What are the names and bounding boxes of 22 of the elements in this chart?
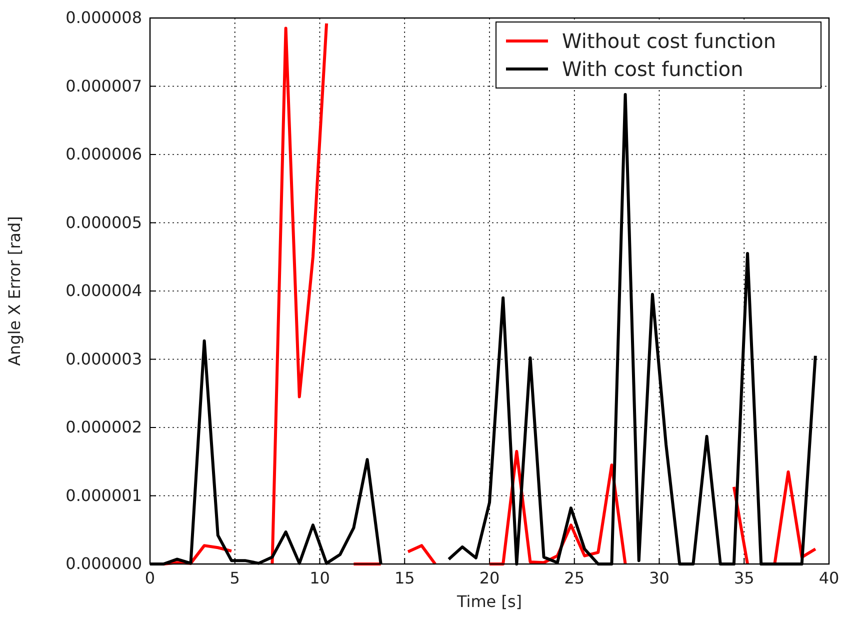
y-tick-label: 0.000003 [66, 349, 142, 368]
x-axis-title: Time [s] [456, 592, 522, 611]
x-tick-label: 35 [734, 568, 754, 588]
x-tick-label: 10 [310, 568, 330, 588]
y-tick-label: 0.000008 [66, 8, 142, 28]
y-tick-label: 0.000005 [66, 212, 142, 232]
y-tick-label: 0.000006 [66, 144, 142, 164]
x-tick-label: 30 [649, 568, 670, 588]
legend-label: Without cost function [562, 29, 776, 53]
x-tick-label: 0 [144, 568, 156, 588]
x-tick-label: 40 [818, 568, 840, 588]
x-tick-label: 5 [230, 568, 240, 588]
legend-label: With cost function [562, 57, 744, 81]
y-tick-label: 0.000004 [66, 281, 142, 300]
y-axis-title: Angle X Error [rad] [5, 216, 24, 366]
y-tick-label: 0.000007 [66, 76, 142, 96]
x-tick-label: 25 [564, 568, 585, 588]
x-tick-label: 15 [394, 568, 415, 588]
x-tick-label: 20 [479, 568, 500, 588]
y-tick-label: 0.000002 [66, 418, 142, 437]
y-tick-label: 0.000001 [66, 486, 142, 505]
y-tick-label: 0.000000 [66, 554, 142, 574]
